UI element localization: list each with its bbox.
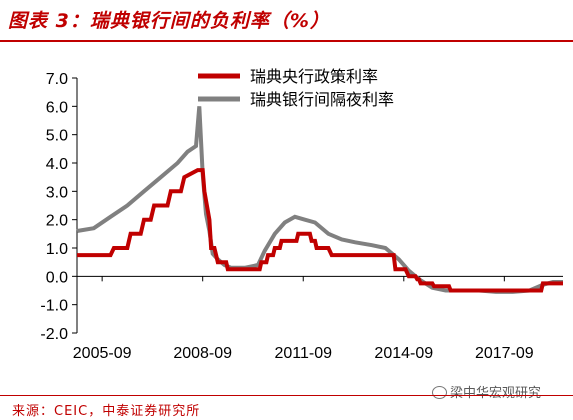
wechat-icon <box>432 386 447 399</box>
y-tick-label: 1.0 <box>46 241 68 258</box>
series-line <box>77 168 563 293</box>
x-tick-label: 2005-09 <box>73 345 132 362</box>
y-tick-label: 7.0 <box>46 71 68 88</box>
series-line <box>76 106 563 294</box>
page-title: 图表 3：瑞典银行间的负利率（%） <box>8 10 330 32</box>
x-tick-label: 2014-09 <box>374 345 433 362</box>
y-tick-label: 6.0 <box>46 99 68 116</box>
title-divider <box>0 40 573 42</box>
watermark: 梁中华宏观研究 <box>432 382 541 401</box>
y-tick-label: -2.0 <box>40 326 68 343</box>
x-tick-label: 2011-09 <box>274 345 332 362</box>
y-tick-label: 0.0 <box>46 269 68 286</box>
x-tick-label: 2017-09 <box>475 345 534 362</box>
y-tick-label: 3.0 <box>46 184 68 201</box>
source-note: 来源：CEIC，中泰证券研究所 <box>12 404 201 419</box>
legend-label: 瑞典银行间隔夜利率 <box>250 90 394 109</box>
x-tick-label: 2008-09 <box>173 345 232 362</box>
chart-axes: 7.0 6.0 5.0 4.0 3.0 2.0 1.0 0.0 -1.0 -2.0 2005-09 2… <box>40 71 563 362</box>
y-tick-label: -1.0 <box>40 298 68 315</box>
watermark-text: 梁中华宏观研究 <box>450 386 542 401</box>
footer-divider <box>0 395 573 396</box>
y-tick-label: 4.0 <box>46 156 68 173</box>
y-tick-label: 2.0 <box>46 213 68 230</box>
chart-series-layer <box>76 106 563 294</box>
legend-label: 瑞典央行政策利率 <box>250 67 378 86</box>
y-tick-label: 5.0 <box>46 128 68 145</box>
